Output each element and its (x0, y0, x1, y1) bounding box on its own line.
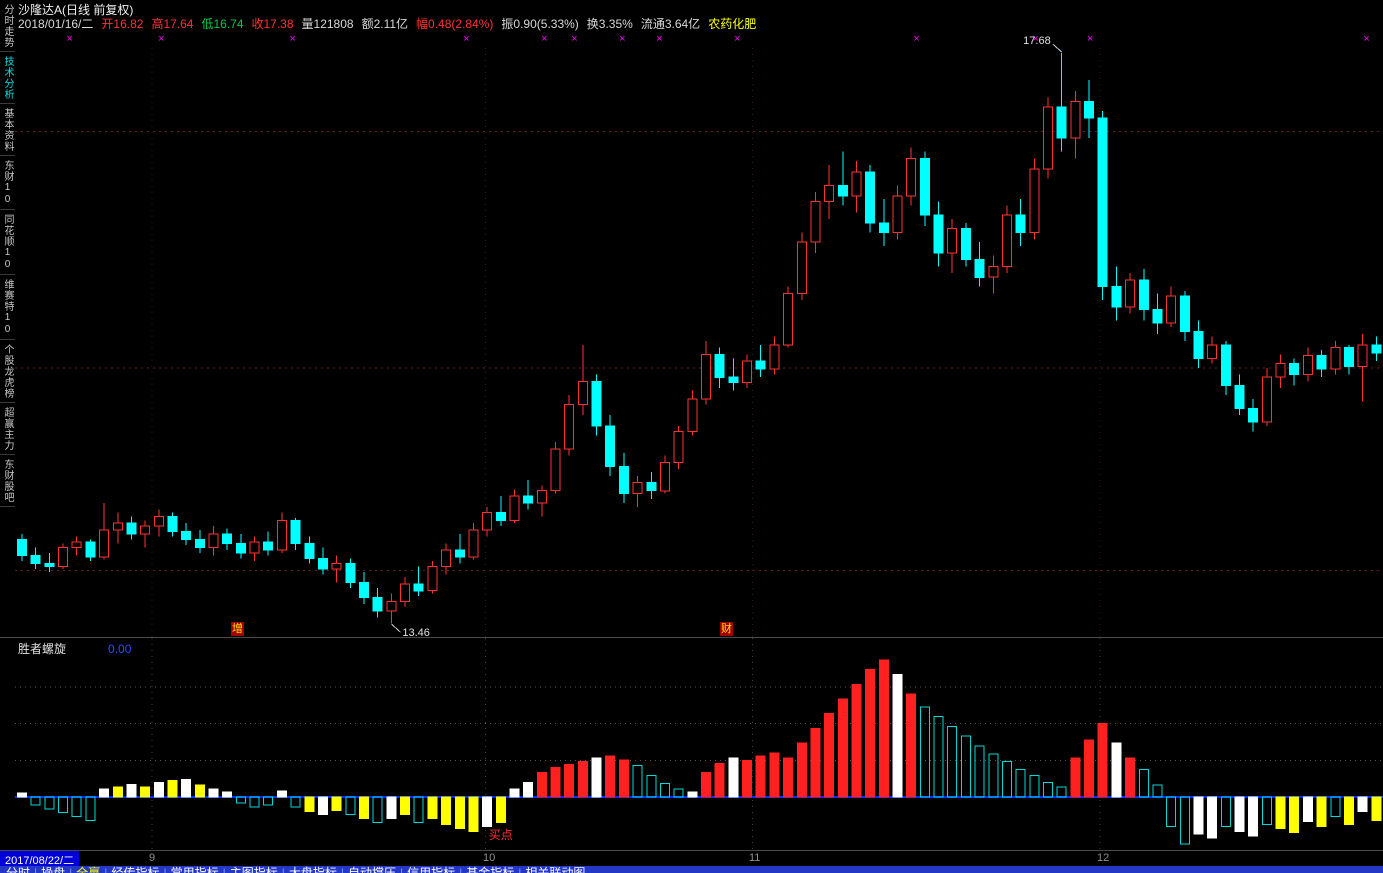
svg-text:×: × (1363, 33, 1369, 45)
bottom-tab-8[interactable]: 自动撑压 (347, 866, 396, 873)
quote-field: 量121808 (301, 17, 354, 31)
tab-separator: | (459, 866, 463, 873)
low-price-annotation: 13.46 (391, 623, 430, 638)
stock-title: 沙隆达A(日线 前复权) (18, 3, 134, 17)
quote-field: 高17.64 (151, 17, 194, 31)
quote-field: 低16.74 (201, 17, 244, 31)
axis-date-chip: 2017/08/22/二 (0, 851, 80, 870)
svg-text:13.46: 13.46 (402, 627, 430, 638)
quote-field: 农药化肥 (708, 17, 757, 31)
indicator-name: 胜者螺旋 (18, 642, 67, 656)
svg-text:×: × (1087, 33, 1093, 45)
sidebar-item-7[interactable]: 个股龙虎榜 (0, 340, 15, 403)
sidebar-item-5[interactable]: 同花顺10 (0, 210, 15, 275)
sidebar-item-6[interactable]: 维赛特10 (0, 275, 15, 340)
bottom-tab-6[interactable]: 主图指标 (229, 866, 278, 873)
svg-text:17.68: 17.68 (1023, 35, 1051, 47)
left-tab-sidebar: 分时走势 技术分析 基本资料 东财10 同花顺10 维赛特10 个股龙虎榜 超赢主力 东财股吧 (0, 0, 15, 507)
svg-text:×: × (1032, 33, 1038, 45)
tab-separator: | (163, 866, 167, 873)
sidebar-item-2[interactable]: 技术分析 (0, 52, 15, 104)
panel-divider-bottom (0, 850, 1383, 851)
event-flag[interactable]: 增 (231, 622, 244, 636)
indicator-value: 0.00 (108, 642, 132, 656)
quote-field: 流通3.64亿 (640, 17, 701, 31)
bottom-tab-bar: 分时 | 操盘 | 全赢 | 经传指标 | 常用指标 | 主图指标 | 大盘指标 | 自动撑压 | 信用指标 | 基… (0, 866, 1383, 873)
tab-separator: | (400, 866, 404, 873)
bottom-tab-4[interactable]: 经传指标 (111, 866, 160, 873)
bottom-tab-2[interactable]: 操盘 (41, 866, 66, 873)
sidebar-item-8[interactable]: 超赢主力 (0, 403, 15, 455)
axis-month-label: 9 (149, 852, 156, 864)
bottom-tab-11[interactable]: 相关联动图 (525, 866, 586, 873)
quote-field: 收17.38 (251, 17, 294, 31)
svg-text:×: × (734, 33, 740, 45)
svg-text:×: × (541, 33, 547, 45)
bottom-tab-7[interactable]: 大盘指标 (288, 866, 337, 873)
svg-text:×: × (656, 33, 662, 45)
tab-separator: | (518, 866, 522, 873)
main-gridlines (15, 48, 1383, 638)
time-axis: 2017/08/22/二 9 10 11 12 (0, 851, 1383, 870)
svg-text:×: × (289, 33, 295, 45)
tab-separator: | (222, 866, 226, 873)
axis-month-label: 10 (483, 852, 496, 864)
svg-text:×: × (913, 33, 919, 45)
quote-field: 换3.35% (586, 17, 633, 31)
zero-line (15, 796, 1383, 798)
bottom-tab-5[interactable]: 常用指标 (170, 866, 219, 873)
event-x-markers: × × × × × × × × × × × × × (66, 33, 1369, 45)
svg-text:×: × (571, 33, 577, 45)
axis-month-label: 12 (1097, 852, 1110, 864)
event-flag[interactable]: 财 (720, 622, 733, 636)
quote-field: 幅0.48(2.84%) (416, 17, 494, 31)
indicator-chart[interactable]: 买点 (15, 638, 1383, 850)
quote-field: 2018/01/16/二 (18, 17, 94, 31)
sidebar-item-3[interactable]: 基本资料 (0, 104, 15, 156)
candles (17, 53, 1382, 624)
buy-point-label: 买点 (489, 828, 513, 842)
tab-separator: | (104, 866, 108, 873)
indicator-bars (17, 659, 1382, 845)
sidebar-item-9[interactable]: 东财股吧 (0, 455, 15, 507)
svg-text:×: × (463, 33, 469, 45)
svg-text:×: × (158, 33, 164, 45)
svg-text:×: × (66, 33, 72, 45)
high-price-annotation: 17.68 (1023, 35, 1063, 53)
indicator-header: 胜者螺旋 0.00 (18, 640, 131, 657)
bottom-tab-9[interactable]: 信用指标 (407, 866, 456, 873)
axis-month-label: 11 (749, 852, 761, 864)
sidebar-item-4[interactable]: 东财10 (0, 156, 15, 210)
indicator-gridlines (15, 638, 1383, 850)
tab-separator: | (69, 866, 73, 873)
tab-separator: | (340, 866, 344, 873)
bottom-tab-3[interactable]: 全赢 (76, 866, 101, 873)
tab-separator: | (34, 866, 38, 873)
svg-text:×: × (619, 33, 625, 45)
quote-field: 开16.82 (101, 17, 144, 31)
quote-info-line: 2018/01/16/二 开16.82 高17.64 低16.74 收17.38 量121… (18, 15, 764, 32)
bottom-tab-10[interactable]: 基金指标 (466, 866, 515, 873)
tab-separator: | (281, 866, 285, 873)
sidebar-item-1[interactable]: 分时走势 (0, 0, 15, 52)
panel-divider-top (0, 637, 1383, 638)
quote-field: 额2.11亿 (361, 17, 409, 31)
quote-field: 振0.90(5.33%) (501, 17, 579, 31)
bottom-tab-1[interactable]: 分时 (6, 866, 31, 873)
